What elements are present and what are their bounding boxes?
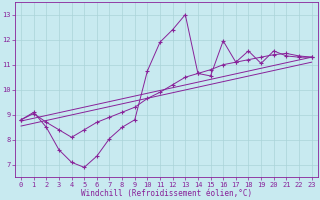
X-axis label: Windchill (Refroidissement éolien,°C): Windchill (Refroidissement éolien,°C) xyxy=(81,189,252,198)
